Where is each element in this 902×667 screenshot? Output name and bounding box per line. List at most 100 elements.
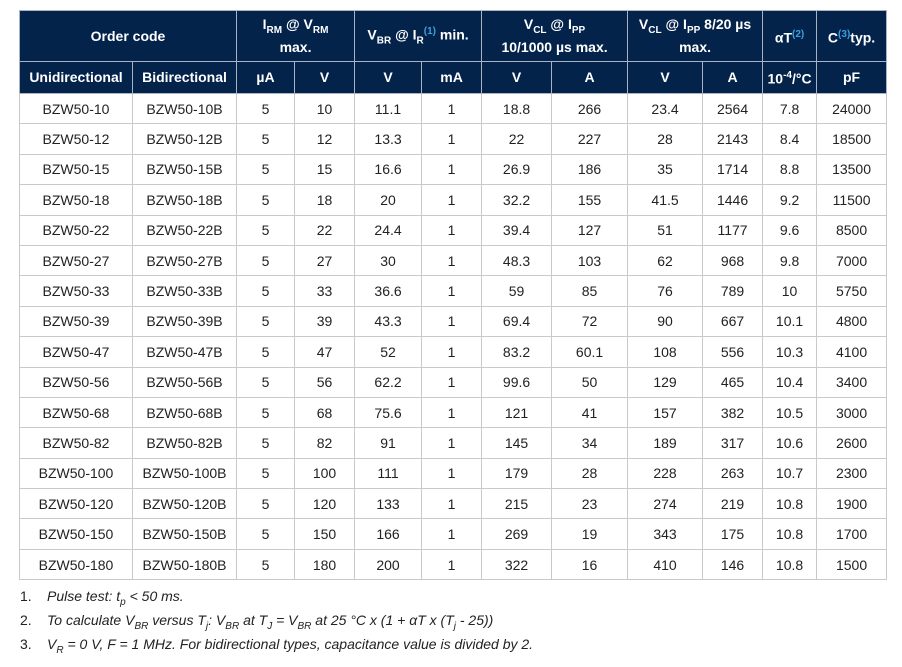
table-cell: 1500 — [816, 548, 888, 581]
table-cell: 69.4 — [481, 305, 553, 338]
text-segment: Order code — [90, 27, 166, 44]
text-segment: j — [205, 620, 209, 632]
footnote-number: 3. — [20, 636, 32, 652]
table-cell: 10.8 — [762, 548, 818, 581]
table-cell: 1 — [421, 153, 483, 186]
table-cell: 43.3 — [354, 305, 423, 338]
table-row: BZW50-12 BZW50-12B 5 12 13.3 1 22 227 28 2143 8.4 1… — [19, 123, 888, 155]
table-row: BZW50-180 BZW50-180B 5 180 200 1 322 16 410 146 10… — [19, 548, 888, 581]
table-cell: BZW50-47 — [19, 336, 133, 368]
table-cell: BZW50-15B — [131, 153, 238, 186]
text-segment: BR — [376, 35, 392, 47]
text-segment: C — [827, 29, 839, 46]
table-cell: 5 — [236, 184, 296, 216]
table-cell: 41.5 — [627, 184, 704, 216]
column-unit-header: Unidirectional — [19, 61, 133, 94]
text-segment: mA — [440, 69, 463, 85]
table-cell: 1 — [421, 214, 483, 246]
table-cell: 35 — [627, 153, 704, 186]
table-cell: 34 — [551, 427, 629, 459]
table-cell: 5 — [236, 214, 296, 246]
table-cell: 10.7 — [762, 457, 818, 490]
table-cell: 9.2 — [762, 184, 818, 216]
table-cell: 20 — [354, 184, 423, 216]
text-segment: V — [638, 16, 649, 33]
table-cell: BZW50-120B — [131, 488, 238, 520]
table-cell: BZW50-100B — [131, 457, 238, 490]
table-cell: BZW50-56B — [131, 366, 238, 398]
table-cell: 10.4 — [762, 366, 818, 398]
table-body: BZW50-10 BZW50-10B 5 10 11.1 1 18.8 266 23.4 2564… — [19, 92, 888, 581]
table-cell: 9.8 — [762, 244, 818, 277]
table-cell: 36.6 — [354, 275, 423, 307]
table-cell: BZW50-12B — [131, 123, 238, 155]
table-cell: 32.2 — [481, 184, 553, 216]
column-group-header: VBR @ IR(1) min. — [354, 10, 483, 62]
table-cell: 103 — [551, 244, 629, 277]
header-row-groups: Order code IRM @ VRM max. VBR @ IR(1) min. V… — [18, 10, 888, 62]
table-cell: 1 — [421, 548, 483, 581]
table-cell: BZW50-180 — [19, 548, 133, 581]
table-cell: BZW50-12 — [19, 123, 133, 155]
table-cell: 100 — [294, 457, 356, 490]
table-cell: 91 — [354, 427, 423, 459]
table-cell: 4800 — [816, 305, 888, 338]
text-segment: /°C — [791, 70, 812, 87]
table-cell: 129 — [627, 366, 704, 398]
table-cell: 1 — [421, 123, 483, 155]
table-cell: BZW50-27B — [131, 244, 238, 277]
text-segment: BR — [297, 620, 312, 632]
table-cell: 23 — [551, 488, 629, 520]
table-cell: 5750 — [816, 275, 888, 307]
footnotes: 1. Pulse test: tp < 50 ms. 2. To calculate … — [20, 588, 533, 660]
table-cell: 4100 — [816, 336, 888, 368]
text-segment: V — [367, 26, 377, 43]
table-cell: 10.5 — [762, 396, 818, 429]
table-cell: 1 — [421, 305, 483, 338]
text-segment: @ I — [661, 16, 687, 33]
table-cell: BZW50-27 — [19, 244, 133, 277]
table-cell: 5 — [236, 427, 296, 459]
table-cell: 10 — [762, 275, 818, 307]
table-cell: 1 — [421, 366, 483, 398]
table-cell: 10.6 — [762, 427, 818, 459]
text-segment: max. — [279, 38, 312, 55]
table-row: BZW50-150 BZW50-150B 5 150 166 1 269 19 343 175 10… — [19, 518, 888, 550]
text-segment: - 25)) — [455, 612, 494, 628]
column-unit-header: V — [294, 61, 356, 94]
table-cell: 62.2 — [354, 366, 423, 398]
column-group-header: VCL @ IPP 8/20 µs max. — [627, 10, 764, 62]
table-cell: 10.1 — [762, 305, 818, 338]
table-cell: 75.6 — [354, 396, 423, 429]
table-cell: BZW50-22B — [131, 214, 238, 246]
footnote: 2. To calculate VBR versus Tj: VBR at TJ … — [20, 612, 533, 636]
table-cell: 155 — [551, 184, 629, 216]
table-cell: 166 — [354, 518, 423, 550]
text-segment: j — [453, 620, 456, 632]
table-cell: 667 — [702, 305, 764, 338]
table-cell: BZW50-10 — [19, 92, 133, 125]
table-cell: BZW50-150 — [19, 518, 133, 550]
table-cell: 62 — [627, 244, 704, 277]
text-segment: V — [511, 69, 522, 85]
text-segment: I — [262, 16, 267, 33]
table-cell: 39 — [294, 305, 356, 338]
table-cell: 127 — [551, 214, 629, 246]
text-segment: 8/20 µs — [700, 16, 752, 33]
table-cell: 200 — [354, 548, 423, 581]
table-cell: BZW50-10B — [131, 92, 238, 125]
column-group-header: VCL @ IPP 10/1000 µs max. — [481, 10, 629, 62]
text-segment: CL — [648, 24, 662, 36]
table-cell: 26.9 — [481, 153, 553, 186]
text-segment: αT — [774, 29, 793, 46]
table-cell: 27 — [294, 244, 356, 277]
text-segment: < 50 ms. — [125, 588, 184, 604]
table-cell: BZW50-15 — [19, 153, 133, 186]
table-cell: 343 — [627, 518, 704, 550]
table-cell: 2300 — [816, 457, 888, 490]
table-cell: 18 — [294, 184, 356, 216]
table-cell: BZW50-82B — [131, 427, 238, 459]
text-segment: A — [584, 69, 595, 85]
table-cell: 789 — [702, 275, 764, 307]
